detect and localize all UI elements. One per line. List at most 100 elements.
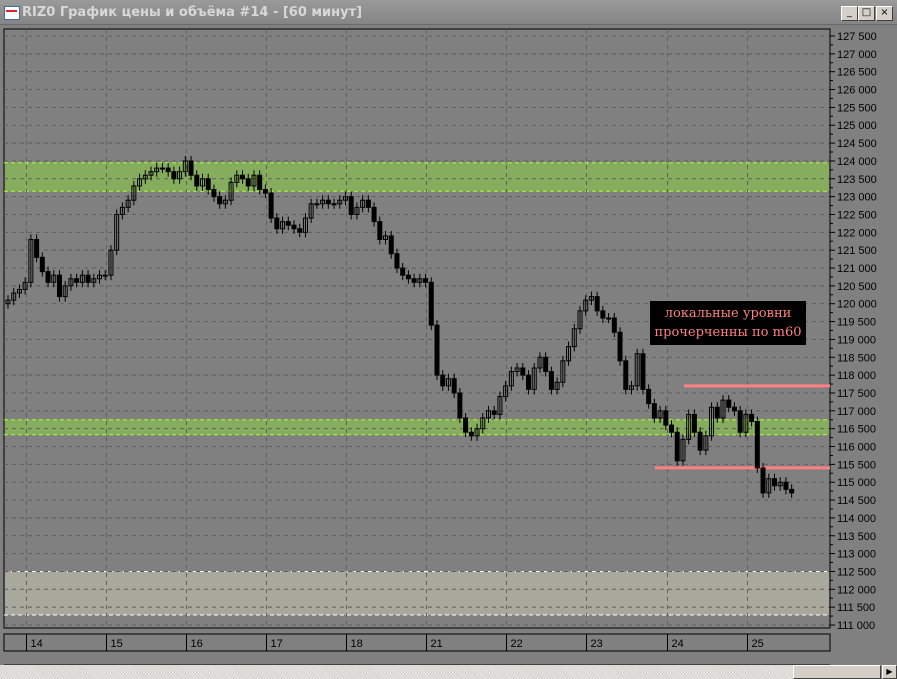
candle bbox=[606, 313, 612, 324]
candle-body-down bbox=[623, 360, 629, 390]
candle bbox=[663, 405, 669, 431]
candle bbox=[131, 180, 137, 206]
minimize-button[interactable]: _ bbox=[841, 6, 858, 21]
candle bbox=[199, 173, 205, 191]
y-tick-label: 115 000 bbox=[837, 477, 876, 489]
candle bbox=[137, 173, 143, 191]
y-tick-label: 124 500 bbox=[837, 138, 877, 150]
candle bbox=[194, 170, 200, 191]
candle bbox=[468, 427, 474, 441]
candle-body-up bbox=[302, 217, 308, 233]
candle-body-down bbox=[348, 196, 354, 215]
candle-body-down bbox=[726, 399, 732, 408]
candle bbox=[531, 362, 537, 395]
candle-body-down bbox=[274, 217, 280, 230]
candle bbox=[640, 348, 646, 395]
candle bbox=[480, 412, 486, 434]
candle bbox=[411, 273, 417, 288]
candle-body-down bbox=[428, 281, 434, 326]
candle-body-down bbox=[749, 413, 755, 423]
candle bbox=[451, 373, 457, 398]
candle bbox=[280, 216, 286, 234]
candle-body-up bbox=[79, 274, 85, 283]
candle bbox=[285, 216, 291, 231]
candle bbox=[377, 216, 383, 245]
date-axis bbox=[3, 633, 831, 652]
y-tick-label: 113 000 bbox=[837, 549, 876, 561]
y-tick-label: 117 000 bbox=[837, 406, 876, 418]
candle-body-up bbox=[16, 288, 22, 294]
candle-body-up bbox=[766, 478, 772, 494]
candle-body-down bbox=[434, 324, 440, 376]
candle bbox=[262, 184, 268, 199]
candle bbox=[154, 163, 160, 177]
candle-body-up bbox=[709, 406, 715, 437]
candle-body-down bbox=[388, 235, 394, 255]
candle-body-down bbox=[291, 224, 297, 230]
candle bbox=[188, 155, 194, 181]
candle bbox=[371, 202, 377, 227]
candle bbox=[257, 170, 263, 195]
candle bbox=[577, 305, 583, 334]
candle bbox=[308, 198, 314, 224]
candle-body-up bbox=[308, 203, 314, 219]
candle-body-down bbox=[56, 274, 62, 298]
candle bbox=[594, 291, 600, 316]
candle-body-down bbox=[783, 481, 789, 490]
candle-body-down bbox=[45, 271, 51, 283]
candle-body-up bbox=[566, 346, 572, 362]
candle bbox=[291, 220, 297, 234]
y-tick-label: 118 000 bbox=[837, 370, 876, 382]
candle-body-down bbox=[526, 374, 532, 390]
candle bbox=[405, 270, 411, 284]
candle-body-up bbox=[657, 410, 663, 419]
candle-body-down bbox=[423, 278, 429, 283]
candle-body-down bbox=[611, 317, 617, 333]
candle-body-up bbox=[680, 438, 686, 462]
candle bbox=[691, 409, 697, 438]
horizontal-scrollbar-thumb[interactable] bbox=[793, 665, 881, 679]
candle bbox=[497, 391, 503, 420]
y-tick-label: 127 000 bbox=[837, 49, 877, 61]
candle-body-down bbox=[194, 174, 200, 187]
y-tick-label: 120 000 bbox=[837, 299, 877, 311]
candle-body-up bbox=[383, 235, 389, 240]
candle-body-up bbox=[314, 203, 320, 206]
candle-body-up bbox=[331, 203, 337, 206]
candle-body-up bbox=[337, 199, 343, 205]
candle bbox=[646, 384, 652, 409]
candle-body-down bbox=[34, 238, 40, 258]
candle bbox=[108, 245, 114, 281]
candle bbox=[325, 195, 331, 209]
candle bbox=[51, 270, 57, 288]
scroll-track bbox=[0, 665, 793, 679]
candle-body-down bbox=[394, 253, 400, 269]
candle bbox=[423, 273, 429, 288]
candle-body-down bbox=[74, 278, 80, 283]
maximize-button[interactable]: □ bbox=[858, 6, 875, 21]
candle-body-up bbox=[417, 278, 423, 283]
candle-body-up bbox=[531, 367, 537, 390]
y-tick-label: 123 000 bbox=[837, 192, 877, 204]
candle bbox=[440, 370, 446, 391]
candle-body-up bbox=[102, 274, 108, 277]
candle bbox=[388, 230, 394, 259]
candle bbox=[634, 348, 640, 391]
candle-body-down bbox=[520, 367, 526, 376]
candle-body-down bbox=[651, 403, 657, 419]
close-button[interactable]: × bbox=[876, 6, 893, 21]
candle bbox=[548, 366, 554, 395]
candle-body-down bbox=[754, 421, 760, 469]
candle-body-up bbox=[360, 199, 366, 208]
candle bbox=[588, 291, 594, 306]
y-tick-label: 114 000 bbox=[837, 513, 876, 525]
candle-body-up bbox=[5, 299, 11, 305]
candle-body-up bbox=[474, 428, 480, 437]
candle bbox=[171, 166, 177, 184]
y-tick-label: 127 500 bbox=[837, 31, 877, 43]
candle bbox=[365, 195, 371, 213]
candle-body-down bbox=[440, 374, 446, 387]
candle-body-down bbox=[85, 274, 91, 283]
scroll-right-arrow-icon[interactable]: ▶ bbox=[882, 665, 897, 679]
